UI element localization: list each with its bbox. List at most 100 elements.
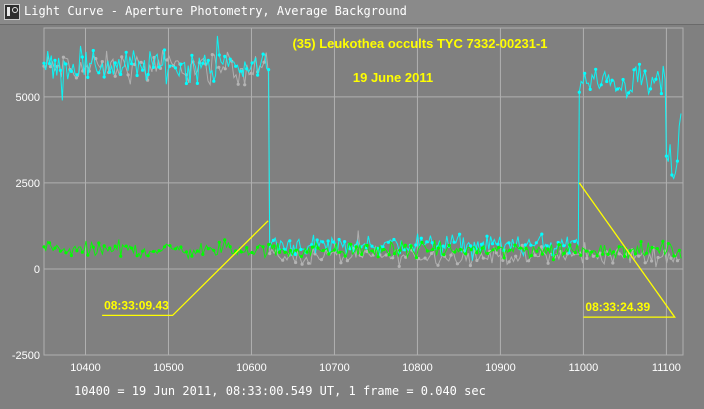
data-point — [425, 240, 429, 244]
x-tick-label: 11100 — [652, 362, 681, 374]
data-point — [332, 240, 336, 244]
title-bar[interactable]: Light Curve - Aperture Photometry, Avera… — [0, 0, 704, 25]
data-point — [398, 248, 402, 252]
x-tick-label: 11000 — [569, 362, 599, 374]
data-point — [480, 246, 484, 250]
data-point — [261, 52, 265, 56]
data-point — [42, 245, 46, 249]
data-point — [217, 65, 221, 69]
data-point — [551, 258, 556, 262]
data-point — [267, 242, 271, 247]
data-point — [345, 259, 349, 263]
data-point — [223, 238, 227, 242]
data-point — [449, 253, 453, 257]
data-point — [108, 70, 112, 74]
data-point — [562, 244, 566, 248]
x-tick-label: 10500 — [153, 362, 184, 374]
data-point — [475, 251, 479, 255]
data-point — [436, 246, 440, 250]
x-tick-label: 10700 — [319, 362, 350, 374]
data-point — [567, 251, 571, 255]
data-point — [267, 68, 271, 72]
data-point — [441, 244, 445, 248]
data-point — [58, 249, 63, 253]
data-point — [310, 243, 314, 247]
data-point — [611, 261, 615, 265]
data-point — [527, 259, 531, 263]
data-point — [501, 258, 505, 262]
data-point — [91, 245, 95, 249]
data-point — [102, 75, 106, 79]
data-point — [48, 65, 53, 69]
data-point — [365, 249, 369, 254]
data-point — [616, 87, 620, 91]
data-point — [513, 243, 517, 247]
data-point — [381, 245, 385, 249]
data-point — [579, 253, 583, 257]
data-point — [675, 159, 680, 163]
data-point — [468, 263, 472, 268]
data-point — [425, 249, 429, 253]
data-point — [305, 250, 309, 254]
data-point — [293, 252, 297, 256]
data-point — [223, 67, 227, 71]
series-2 — [42, 237, 682, 262]
data-point — [420, 240, 424, 244]
data-point — [360, 252, 364, 256]
data-point — [540, 232, 544, 236]
data-point — [458, 232, 462, 236]
data-point — [135, 73, 139, 78]
data-point — [534, 241, 538, 245]
data-point — [540, 245, 544, 249]
data-point — [173, 247, 178, 251]
data-point — [643, 69, 647, 73]
data-point — [262, 60, 266, 64]
x-tick-label: 10800 — [402, 362, 433, 374]
data-point — [469, 248, 473, 252]
data-point — [529, 253, 534, 258]
data-point — [648, 87, 653, 91]
data-point — [327, 252, 331, 256]
data-point — [310, 245, 314, 249]
data-point — [294, 248, 298, 252]
data-point — [316, 246, 320, 250]
data-point — [349, 242, 353, 246]
data-point — [130, 62, 134, 66]
data-point — [299, 254, 303, 259]
data-point — [633, 252, 638, 256]
data-point — [61, 55, 65, 59]
data-point — [442, 253, 446, 257]
data-point — [677, 248, 681, 252]
y-tick-label: -2500 — [12, 350, 40, 362]
data-point — [190, 254, 194, 258]
light-curve-app-icon — [4, 4, 20, 20]
data-point — [130, 246, 134, 250]
annotation-layer: 08:33:09.43 08:33:24.39 — [102, 182, 676, 318]
data-point — [228, 245, 232, 249]
data-point — [234, 64, 238, 68]
data-point — [108, 246, 112, 250]
data-point — [168, 64, 172, 68]
data-point — [469, 244, 473, 248]
data-point — [397, 264, 401, 268]
data-point — [518, 246, 523, 250]
data-point — [655, 247, 660, 251]
annotation-label: 08:33:09.43 — [104, 298, 169, 312]
data-point — [97, 71, 101, 75]
data-point — [507, 241, 511, 245]
data-point — [228, 57, 232, 61]
data-point — [637, 254, 641, 258]
data-point — [315, 238, 319, 242]
data-point — [249, 71, 253, 75]
data-point — [53, 246, 57, 250]
data-point — [157, 249, 161, 253]
data-point — [617, 252, 621, 256]
data-point — [141, 68, 145, 72]
data-point — [236, 82, 240, 86]
data-point — [343, 240, 347, 244]
data-point — [650, 245, 654, 250]
data-point — [86, 75, 90, 79]
data-point — [391, 256, 395, 260]
data-point — [535, 249, 539, 253]
data-point — [666, 242, 671, 246]
